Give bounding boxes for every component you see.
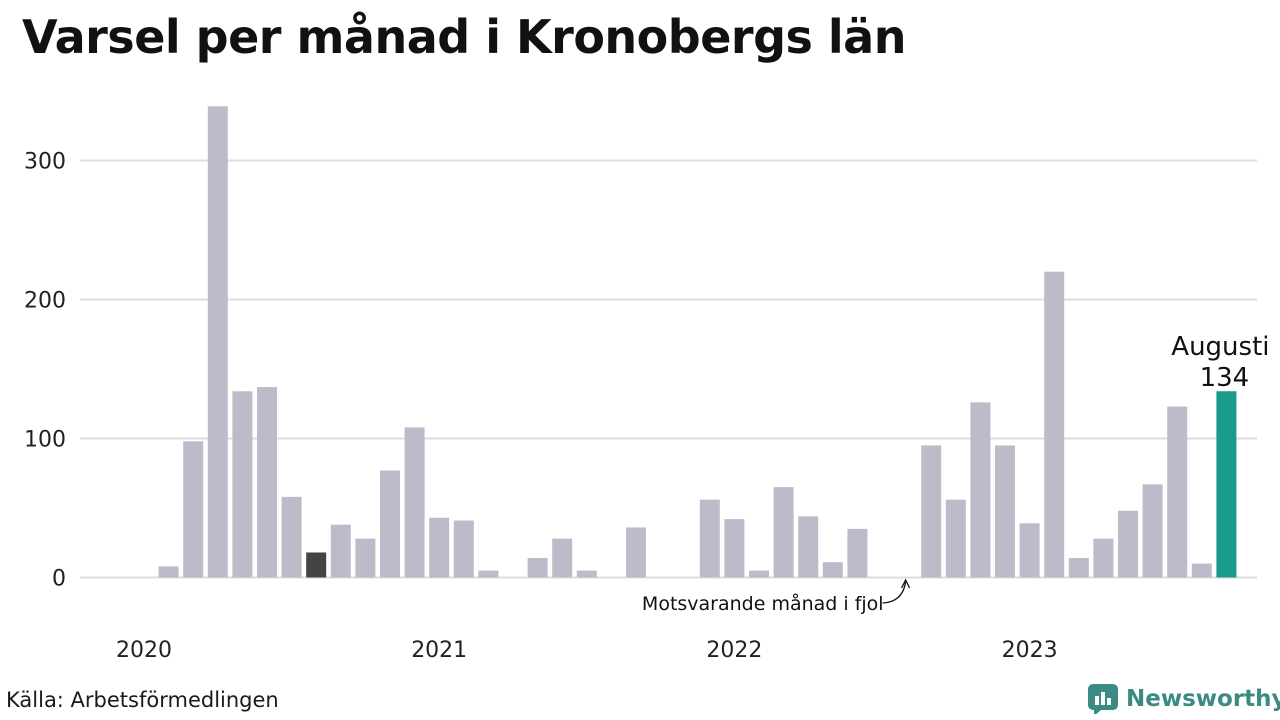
brand-logo: Newsworthy (1088, 684, 1280, 714)
x-tick-label: 2021 (411, 638, 467, 663)
bar (404, 427, 425, 578)
bar (257, 387, 277, 578)
bar (527, 558, 548, 578)
bar (724, 519, 745, 578)
bar (995, 445, 1015, 578)
bar (1019, 523, 1040, 578)
bar (306, 552, 327, 578)
bar (330, 524, 351, 578)
bar (1118, 510, 1138, 578)
chart-title: Varsel per månad i Kronobergs län (22, 10, 906, 64)
bar (773, 487, 794, 578)
bar (576, 570, 597, 578)
bar (945, 499, 966, 578)
x-tick-label: 2020 (116, 638, 172, 663)
bar (1093, 538, 1114, 578)
source-credit: Källa: Arbetsförmedlingen (6, 688, 279, 712)
bar (429, 517, 450, 578)
brand-name: Newsworthy (1126, 686, 1280, 712)
bar (749, 570, 769, 578)
annotation-arrow (882, 581, 907, 604)
bar (1044, 271, 1065, 578)
y-tick-label: 300 (24, 150, 66, 175)
bar (1142, 484, 1163, 578)
bar (158, 566, 179, 578)
bar (699, 499, 720, 578)
bar (626, 527, 646, 578)
bar (183, 441, 204, 578)
x-tick-label: 2023 (1002, 638, 1058, 663)
bar (453, 520, 474, 578)
current-month-label: Augusti (1171, 332, 1269, 362)
bar (552, 538, 573, 578)
bar (970, 402, 991, 578)
annotation-arrowhead (901, 578, 911, 589)
bar (207, 106, 228, 578)
previous-year-annotation: Motsvarande månad i fjol (642, 592, 884, 615)
bar (478, 570, 499, 578)
bar (380, 470, 400, 578)
bar (1167, 406, 1188, 578)
bar (355, 538, 376, 578)
bar (847, 528, 868, 578)
bar (921, 445, 942, 578)
bar (281, 496, 302, 578)
newsworthy-logo-icon (1088, 684, 1118, 714)
bar (1216, 391, 1237, 578)
y-tick-label: 0 (52, 567, 66, 592)
bar (1191, 563, 1212, 578)
bar (232, 391, 253, 578)
bar (822, 562, 843, 578)
y-tick-label: 100 (24, 428, 66, 453)
bar (798, 516, 819, 578)
y-tick-label: 200 (24, 289, 66, 314)
current-value-label: 134 (1200, 363, 1250, 393)
x-tick-label: 2022 (706, 638, 762, 663)
bar (1068, 558, 1089, 578)
